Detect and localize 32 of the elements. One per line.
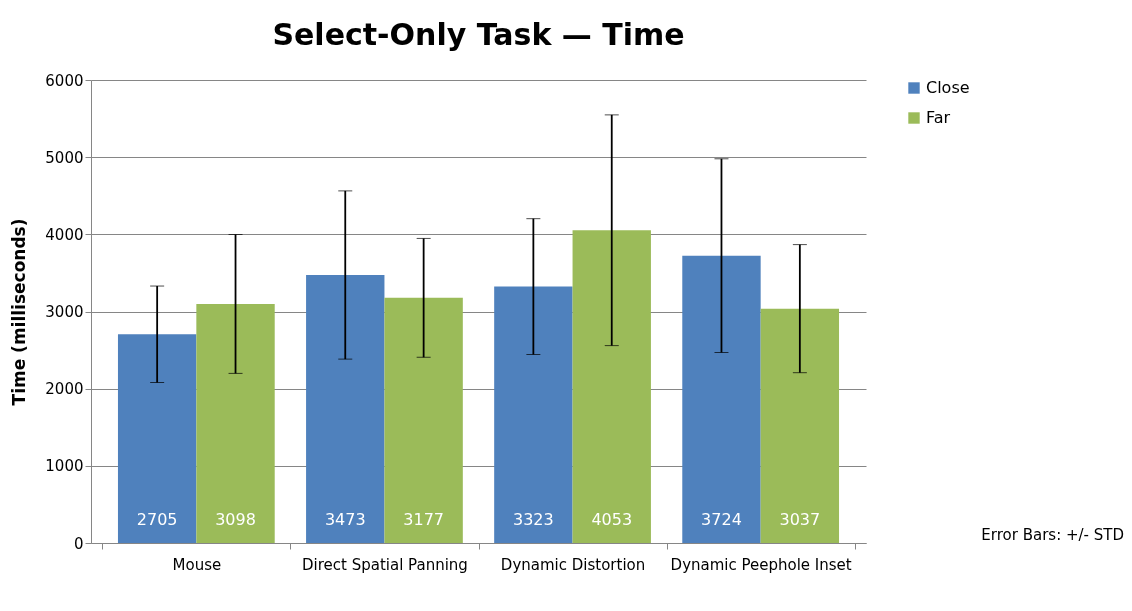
data-label: 3724 — [701, 510, 742, 529]
x-tick-label: Mouse — [172, 555, 222, 574]
bar — [572, 230, 651, 543]
y-tick-label: 2000 — [45, 380, 84, 399]
x-tick-label: Dynamic Peephole Inset — [670, 555, 852, 574]
data-label: 3098 — [215, 510, 256, 529]
legend-label: Close — [926, 78, 970, 97]
chart-title: Select-Only Task — Time — [272, 17, 685, 52]
data-label: 2705 — [136, 510, 178, 529]
bar — [196, 303, 275, 543]
bar — [384, 297, 463, 543]
y-tick-label: 6000 — [45, 71, 84, 90]
bar — [494, 286, 573, 543]
bar — [117, 334, 197, 543]
data-label: 3037 — [779, 510, 821, 529]
y-tick-label: 4000 — [45, 225, 84, 244]
data-label: 4053 — [591, 510, 633, 529]
data-label: 3323 — [513, 510, 554, 529]
text: Error Bars: +/- STD — [981, 526, 1124, 544]
data-label: 3177 — [403, 510, 444, 529]
bar — [306, 275, 385, 543]
y-tick-label: 1000 — [45, 457, 84, 476]
y-tick-label: 5000 — [45, 148, 84, 167]
x-tick-label: Direct Spatial Panning — [302, 555, 468, 574]
data-label: 3473 — [324, 510, 366, 529]
y-tick-label: 0 — [73, 534, 84, 553]
y-tick-label: 3000 — [45, 303, 84, 321]
bar — [760, 308, 840, 543]
legend-label: Far — [926, 108, 951, 127]
bar — [682, 255, 761, 543]
y-axis-title: Time (milliseconds) — [9, 218, 30, 406]
x-tick-label: Dynamic Distortion — [500, 555, 646, 574]
